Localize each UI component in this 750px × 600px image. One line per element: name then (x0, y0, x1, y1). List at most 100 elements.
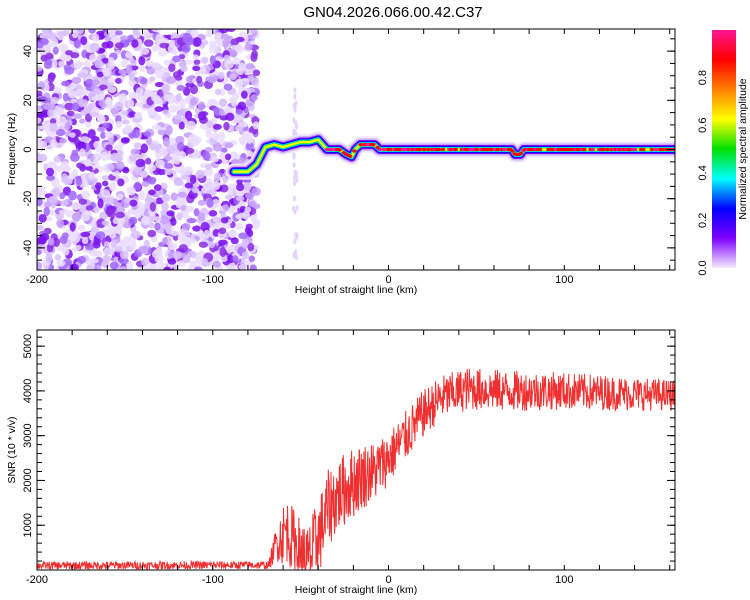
y-tick-label: 1000 (22, 513, 34, 537)
noise-blob (108, 56, 115, 66)
noise-blob (71, 29, 79, 39)
noise-blob (154, 106, 164, 112)
noise-blob (163, 59, 170, 66)
noise-blob (73, 38, 81, 49)
noise-blob (149, 76, 156, 82)
y-tick-label: 0 (22, 146, 34, 152)
noise-blob (116, 193, 124, 201)
noise-blob (98, 84, 108, 90)
noise-blob (95, 182, 102, 190)
noise-blob (118, 69, 128, 75)
noise-blob (245, 135, 254, 144)
x-tick-label: -100 (202, 274, 224, 286)
snr-line (37, 368, 675, 570)
noise-blob (190, 138, 200, 147)
noise-blob (143, 39, 154, 47)
noise-blob (50, 138, 58, 149)
noise-blob (168, 63, 176, 73)
noise-blob (106, 83, 113, 90)
noise-blob (163, 94, 171, 102)
noise-blob (184, 110, 193, 121)
noise-blob (241, 239, 249, 249)
colorbar-tick-label: 0.0 (697, 260, 709, 275)
noise-blob (47, 109, 54, 117)
noise-blob (149, 143, 157, 151)
noise-blob (157, 261, 167, 270)
noise-blob (133, 142, 142, 149)
noise-blob (129, 154, 137, 162)
ridge-peak (337, 148, 342, 152)
noise-blob (224, 194, 233, 200)
noise-blob (185, 82, 195, 88)
noise-blob (163, 266, 172, 270)
noise-blob (134, 112, 143, 120)
noise-blob (158, 49, 167, 57)
noise-blob (165, 76, 176, 84)
noise-blob (212, 123, 222, 130)
noise-blob (236, 183, 245, 192)
noise-blob (56, 259, 66, 267)
noise-blob (47, 74, 55, 84)
noise-blob (56, 219, 65, 228)
noise-streak (293, 106, 297, 113)
noise-blob (242, 210, 251, 220)
noise-blob (43, 124, 51, 131)
ridge-peak (510, 149, 515, 153)
noise-blob (77, 224, 86, 232)
noise-blob (244, 43, 253, 51)
noise-blob (90, 251, 98, 257)
noise-blob (147, 164, 157, 172)
noise-blob (78, 203, 89, 213)
noise-blob (204, 163, 212, 170)
noise-blob (184, 59, 193, 65)
noise-blob (244, 206, 252, 213)
noise-blob (97, 198, 104, 209)
ridge-peak (440, 147, 446, 152)
noise-streak (293, 238, 297, 245)
noise-blob (146, 67, 156, 75)
noise-blob (252, 69, 261, 77)
noise-blob (207, 29, 214, 36)
noise-blob (132, 29, 139, 35)
noise-blob (196, 75, 203, 84)
noise-blob (46, 175, 55, 181)
noise-blob (86, 264, 93, 270)
noise-blob (155, 69, 164, 79)
noise-blob (202, 182, 213, 191)
noise-blob (175, 93, 182, 102)
noise-blob (95, 231, 106, 240)
noise-blob (219, 255, 229, 263)
y-tick-label: -40 (22, 240, 34, 256)
noise-blob (58, 60, 65, 68)
noise-blob (77, 255, 86, 264)
noise-blob (101, 122, 110, 129)
noise-streak (292, 195, 296, 202)
noise-blob (186, 217, 197, 224)
noise-blob (59, 137, 67, 144)
noise-blob (121, 119, 130, 125)
noise-blob (105, 208, 114, 216)
noise-blob (120, 58, 129, 68)
noise-blob (145, 157, 152, 165)
x-tick-label: 100 (555, 274, 573, 286)
noise-blob (52, 87, 62, 94)
noise-blob (197, 212, 205, 221)
noise-blob (128, 72, 136, 82)
noise-blob (166, 144, 176, 155)
noise-blob (89, 42, 100, 53)
noise-blob (65, 50, 73, 56)
noise-blob (138, 245, 149, 254)
noise-blob (49, 209, 56, 216)
noise-blob (206, 198, 214, 208)
noise-blob (153, 184, 162, 192)
noise-blob (71, 203, 81, 210)
noise-blob (239, 136, 246, 145)
noise-blob (215, 35, 222, 45)
noise-blob (85, 205, 94, 211)
noise-blob (87, 129, 96, 139)
noise-blob (68, 190, 77, 201)
noise-blob (91, 79, 100, 86)
noise-blob (44, 201, 52, 208)
noise-blob (94, 60, 104, 69)
noise-blob (54, 253, 62, 261)
